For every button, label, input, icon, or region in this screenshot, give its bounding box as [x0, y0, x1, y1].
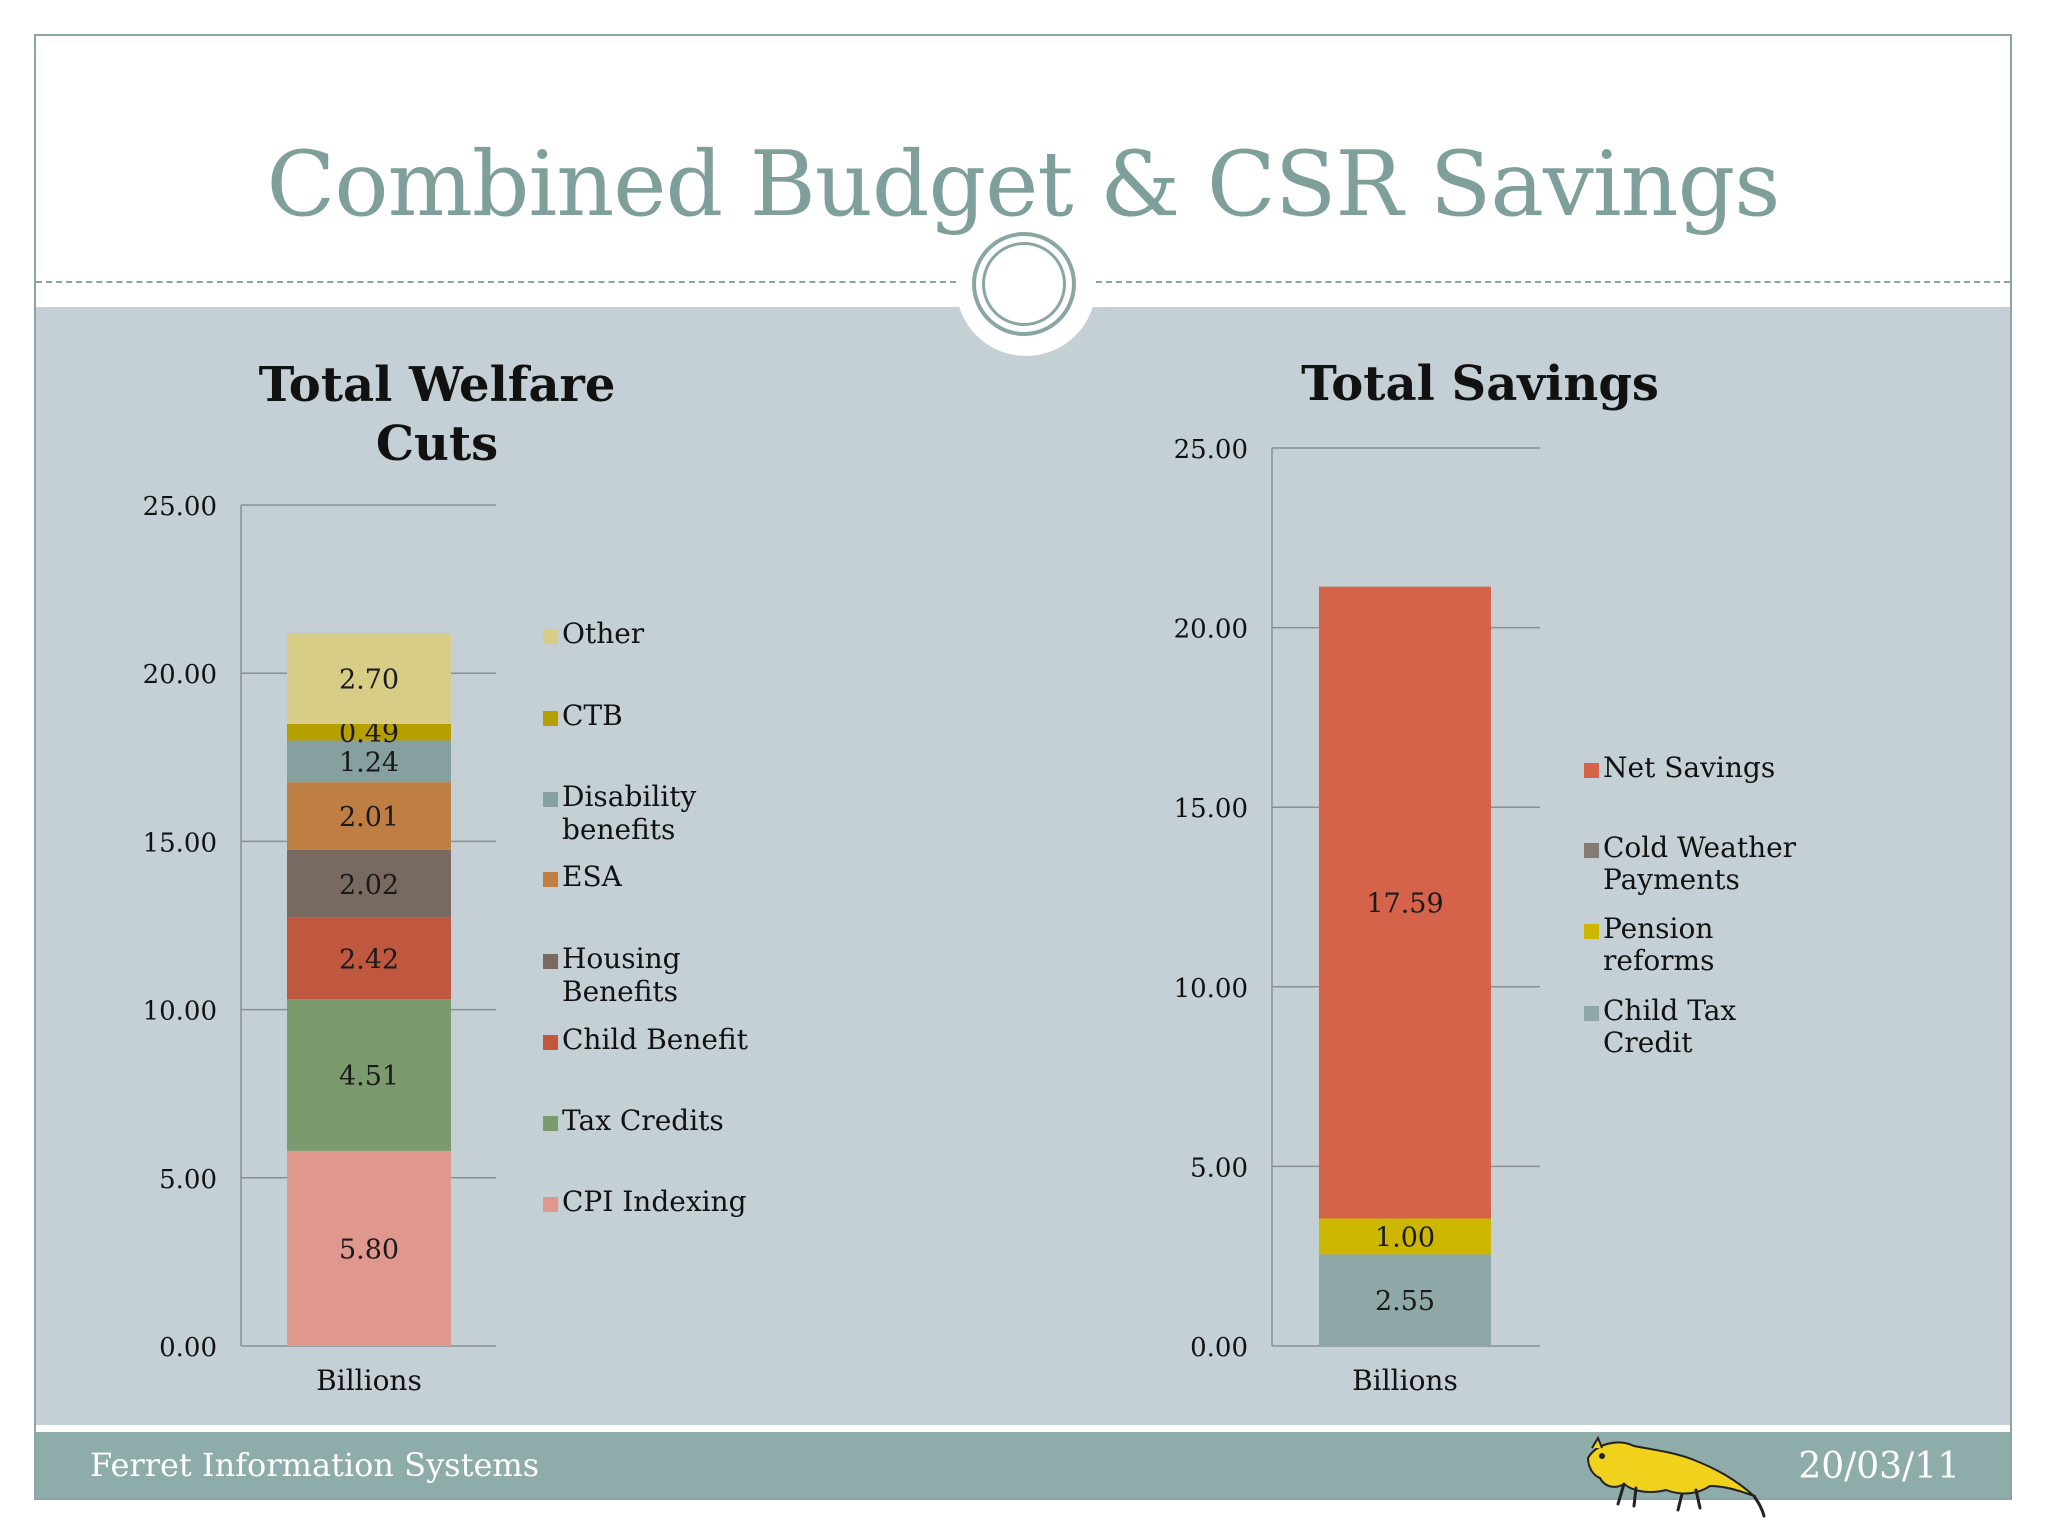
legend-label-line2: Payments: [1603, 863, 1740, 896]
legend-label-line2: Benefits: [562, 975, 678, 1008]
data-label: 5.80: [339, 1234, 399, 1265]
legend-swatch: [543, 1035, 558, 1050]
data-label: 2.70: [339, 665, 399, 696]
y-tick-label: 5.00: [159, 1165, 217, 1195]
legend-swatch: [543, 954, 558, 969]
chart-title: Cuts: [376, 416, 498, 472]
bar-segment: [287, 999, 451, 1151]
legend-label: Child Tax: [1603, 994, 1736, 1027]
chart-title: Total Welfare: [259, 357, 616, 413]
legend-swatch: [543, 792, 558, 807]
legend-swatch: [1584, 843, 1599, 858]
legend-label-line2: Credit: [1603, 1026, 1693, 1059]
data-label: 4.51: [339, 1061, 399, 1092]
chart-title: Total Savings: [1301, 356, 1659, 412]
bar-segment: [287, 782, 451, 850]
x-tick-label: Billions: [1352, 1364, 1458, 1397]
legend-swatch: [1584, 924, 1599, 939]
legend-swatch: [1584, 1006, 1599, 1021]
bar-segment: [287, 740, 451, 783]
legend-label: ESA: [562, 860, 623, 893]
y-tick-label: 10.00: [1174, 974, 1248, 1004]
legend-label: Other: [562, 617, 645, 650]
data-label: 1.00: [1375, 1222, 1435, 1253]
footer-date: 20/03/11: [1798, 1446, 1960, 1487]
legend-swatch: [543, 711, 558, 726]
legend-swatch: [543, 629, 558, 644]
title-divider-left: [36, 281, 956, 283]
y-tick-label: 0.00: [1190, 1333, 1248, 1363]
ring-ornament-inner: [982, 242, 1066, 326]
title-divider-right: [1096, 281, 2010, 283]
legend-label: Pension: [1603, 912, 1713, 945]
legend-label: Housing: [562, 942, 681, 975]
legend-label: Disability: [562, 780, 697, 813]
y-tick-label: 15.00: [143, 828, 217, 858]
legend-swatch: [1584, 763, 1599, 778]
ring-ornament-outer: [972, 232, 1076, 336]
y-tick-label: 20.00: [1174, 615, 1248, 645]
bar-segment: [1319, 1254, 1491, 1346]
y-tick-label: 10.00: [143, 997, 217, 1027]
bar-segment: [287, 849, 451, 918]
data-label: 2.01: [339, 802, 399, 833]
legend-label: Child Benefit: [562, 1023, 749, 1056]
legend-swatch: [543, 872, 558, 887]
data-label: 2.42: [339, 944, 399, 975]
data-label: 2.55: [1375, 1286, 1435, 1317]
legend-label-line2: benefits: [562, 813, 675, 846]
bar-segment: [1319, 586, 1491, 1219]
data-label: 17.59: [1366, 889, 1443, 920]
legend-swatch: [543, 1197, 558, 1212]
y-tick-label: 25.00: [1174, 435, 1248, 465]
bar-segment: [1319, 1218, 1491, 1255]
legend-label-line2: reforms: [1603, 944, 1714, 977]
bar-segment: [287, 917, 451, 1000]
data-label: 2.02: [339, 870, 399, 901]
y-tick-label: 20.00: [143, 660, 217, 690]
legend-label: CTB: [562, 699, 623, 732]
y-tick-label: 0.00: [159, 1333, 217, 1363]
footer-company-name: Ferret Information Systems: [90, 1446, 540, 1484]
y-tick-label: 5.00: [1190, 1153, 1248, 1183]
bar-segment: [287, 633, 451, 724]
y-tick-label: 15.00: [1174, 794, 1248, 824]
bar-segment: [287, 1150, 451, 1346]
data-label: 1.24: [339, 747, 399, 778]
legend-label: Net Savings: [1603, 751, 1775, 784]
legend-label: CPI Indexing: [562, 1185, 747, 1218]
ferret-logo-icon: [1586, 1435, 1766, 1518]
legend-label: Cold Weather: [1603, 831, 1797, 864]
legend-label: Tax Credits: [562, 1104, 724, 1137]
x-tick-label: Billions: [316, 1364, 422, 1397]
y-tick-label: 25.00: [143, 492, 217, 522]
bar-segment: [287, 723, 451, 741]
legend-swatch: [543, 1116, 558, 1131]
